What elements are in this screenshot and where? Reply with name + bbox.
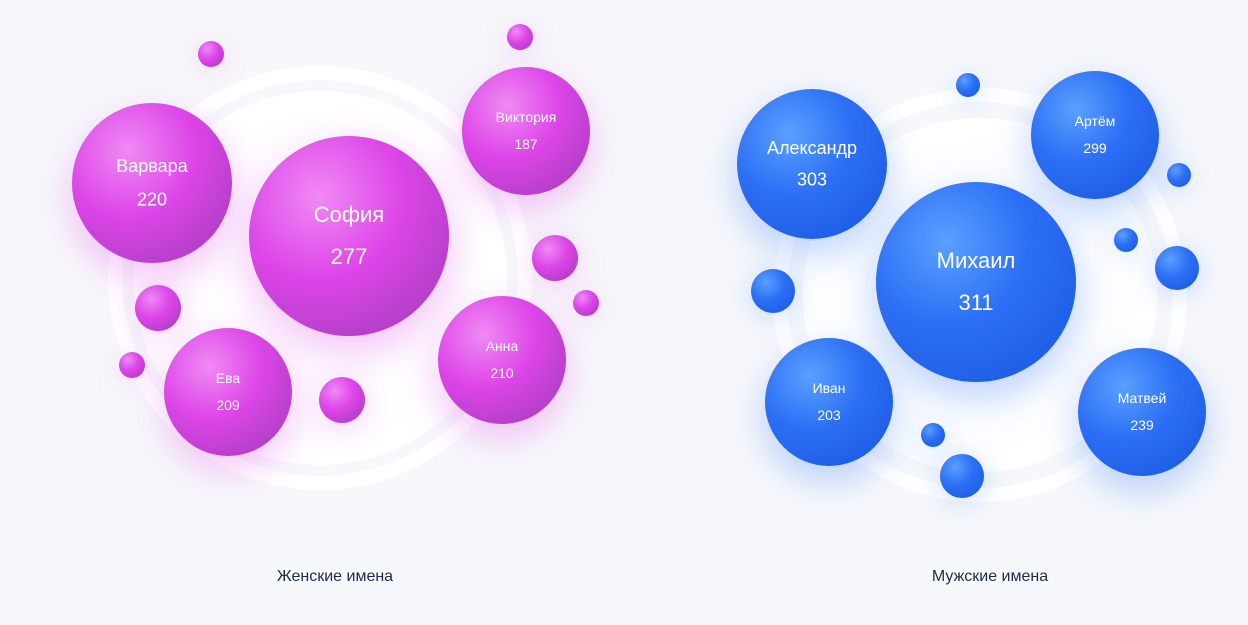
- male-names-panel: Михаил 311 Александр 303 Артём 299 Матвей 239 Ив…: [624, 0, 1248, 625]
- female-bubble-circle: [462, 67, 590, 195]
- male-bubble-value: 311: [958, 290, 993, 315]
- female-decor-bubble-1: [507, 24, 533, 50]
- male-decor-bubble-4: [751, 269, 795, 313]
- male-bubble-label: Иван: [813, 380, 846, 396]
- female-bubble-label: София: [314, 202, 384, 227]
- male-bubble-0: Михаил 311: [871, 182, 1081, 401]
- male-bubble-value: 299: [1083, 140, 1107, 156]
- female-decor-bubble-3: [573, 290, 599, 316]
- female-bubble-value: 277: [331, 244, 368, 269]
- female-bubble-label: Варвара: [116, 156, 188, 176]
- female-bubble-2: Виктория 187: [458, 67, 594, 213]
- male-bubble-circle: [1031, 71, 1159, 199]
- male-bubble-1: Александр 303: [733, 89, 891, 257]
- male-decor-bubble-2: [1114, 228, 1138, 252]
- male-chart-caption: Мужские имена: [931, 568, 1049, 585]
- female-bubble-value: 187: [514, 136, 538, 152]
- male-bubble-3: Матвей 239: [1074, 348, 1210, 494]
- female-bubble-circle: [72, 103, 232, 263]
- male-ring-0: [803, 118, 1157, 472]
- male-bubble-label: Артём: [1075, 113, 1116, 129]
- female-bubble-value: 209: [216, 397, 240, 413]
- male-bubble-circle: [1078, 348, 1206, 476]
- male-bubble-2: Артём 299: [1027, 71, 1163, 217]
- female-decor-bubble-4: [135, 285, 181, 331]
- female-decor-bubble-6: [319, 377, 365, 423]
- female-bubble-3: Анна 210: [434, 296, 570, 442]
- female-chart-caption: Женские имена: [276, 568, 394, 585]
- male-bubble-chart: Михаил 311 Александр 303 Артём 299 Матвей 239 Ив…: [733, 71, 1210, 507]
- female-bubble-4: Ева 209: [160, 328, 296, 474]
- female-decor-bubble-0: [198, 41, 224, 67]
- male-bubble-value: 239: [1130, 417, 1154, 433]
- male-bubble-circle: [737, 89, 887, 239]
- female-bubble-circle: [249, 136, 449, 336]
- male-decor-bubble-3: [1155, 246, 1199, 290]
- male-bubble-label: Михаил: [937, 248, 1016, 273]
- male-bubble-value: 203: [817, 407, 841, 423]
- female-ring-1: [108, 66, 532, 490]
- female-bubble-label: Виктория: [496, 109, 557, 125]
- male-decor-bubble-5: [921, 423, 945, 447]
- female-bubble-circle: [164, 328, 292, 456]
- male-bubble-circle: [765, 338, 893, 466]
- female-decor-bubble-2: [532, 235, 578, 281]
- male-bubble-circle: [876, 182, 1076, 382]
- male-bubble-value: 303: [797, 169, 827, 189]
- male-decor-bubble-0: [956, 73, 980, 97]
- male-bubble-label: Александр: [767, 138, 857, 158]
- female-decor-bubble-5: [119, 352, 145, 378]
- female-bubble-chart: София 277 Варвара 220 Виктория 187 Анна 210 Ева 2…: [68, 24, 602, 490]
- female-bubble-value: 220: [137, 189, 167, 209]
- male-decor-bubble-1: [1167, 163, 1191, 187]
- female-bubble-1: Варвара 220: [68, 103, 236, 281]
- female-bubble-value: 210: [490, 365, 514, 381]
- female-bubble-label: Ева: [216, 370, 241, 386]
- female-names-panel: София 277 Варвара 220 Виктория 187 Анна 210 Ева 2…: [68, 24, 602, 585]
- female-bubble-0: София 277: [244, 136, 454, 355]
- female-bubble-label: Анна: [486, 338, 519, 354]
- female-bubble-circle: [438, 296, 566, 424]
- male-bubble-4: Иван 203: [761, 338, 897, 484]
- male-decor-bubble-6: [940, 454, 984, 498]
- male-bubble-label: Матвей: [1118, 390, 1167, 406]
